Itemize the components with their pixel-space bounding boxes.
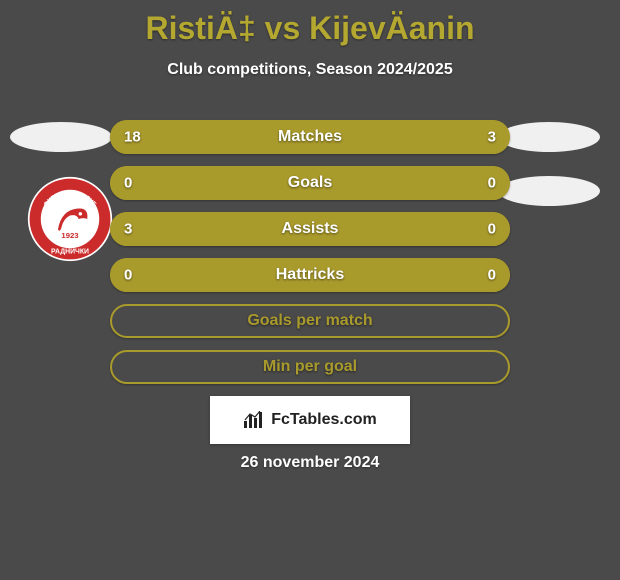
stat-left-value: 3 xyxy=(124,221,132,238)
stat-label: Goals xyxy=(110,174,510,192)
bar-chart-icon xyxy=(243,411,265,429)
stat-right-value: 0 xyxy=(488,175,496,192)
stat-left-value: 18 xyxy=(124,129,141,146)
date-text: 26 november 2024 xyxy=(0,454,620,472)
player-left-club-badge: ФУДБАЛСКИ КЛУБ РАДНИЧКИ 1923 xyxy=(22,174,118,264)
stat-bar-hattricks: Hattricks0 0 xyxy=(110,258,510,292)
stat-right-value: 0 xyxy=(488,267,496,284)
stat-label: Hattricks xyxy=(110,266,510,284)
stat-right-value: 3 xyxy=(488,129,496,146)
stat-bar-assists: Assists3 0 xyxy=(110,212,510,246)
stat-left-value: 0 xyxy=(124,267,132,284)
page-subtitle: Club competitions, Season 2024/2025 xyxy=(0,61,620,79)
stat-left-value: 0 xyxy=(124,175,132,192)
comparison-infographic: RistiÄ‡ vs KijevÄanin Club competitions,… xyxy=(0,0,620,580)
source-logo: FcTables.com xyxy=(210,396,410,444)
player-left-badge-top xyxy=(10,122,112,152)
player-right-badge-top xyxy=(498,122,600,152)
player-right-badge-bottom xyxy=(498,176,600,206)
stat-label: Assists xyxy=(110,220,510,238)
source-logo-text: FcTables.com xyxy=(271,411,377,429)
svg-text:1923: 1923 xyxy=(61,231,79,240)
page-title: RistiÄ‡ vs KijevÄanin xyxy=(0,0,620,47)
svg-text:РАДНИЧКИ: РАДНИЧКИ xyxy=(51,248,89,255)
stat-label: Min per goal xyxy=(112,358,508,376)
stat-bar-matches: Matches18 3 xyxy=(110,120,510,154)
stat-bar-goals-per-match: Goals per match xyxy=(110,304,510,338)
comparison-bars: Matches183Goals00Assists30Hattricks00Goa… xyxy=(110,120,510,396)
stat-bar-min-per-goal: Min per goal xyxy=(110,350,510,384)
stat-label: Matches xyxy=(110,128,510,146)
stat-right-value: 0 xyxy=(488,221,496,238)
club-crest-icon: ФУДБАЛСКИ КЛУБ РАДНИЧКИ 1923 xyxy=(27,176,113,262)
stat-label: Goals per match xyxy=(112,312,508,330)
stat-bar-goals: Goals0 0 xyxy=(110,166,510,200)
